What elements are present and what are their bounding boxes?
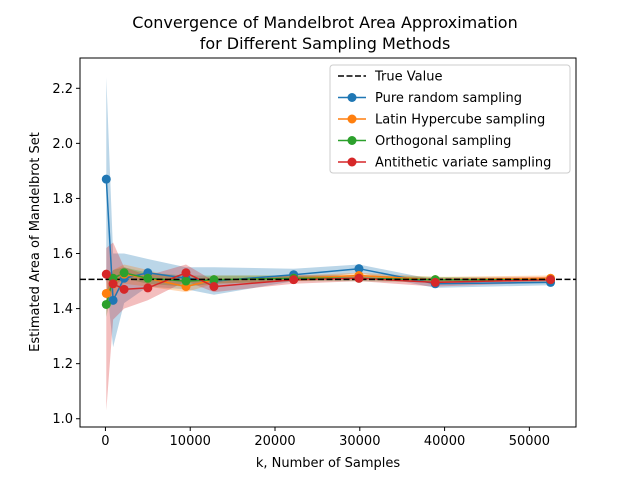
point-series-3-3 [143, 283, 153, 293]
series-markers [101, 174, 556, 309]
x-tick-label-4: 40000 [424, 434, 465, 449]
point-series-2-3 [143, 273, 153, 283]
legend-marker-1 [347, 93, 357, 102]
point-series-3-4 [181, 268, 191, 278]
point-series-3-0 [101, 269, 111, 279]
point-series-3-5 [209, 282, 219, 292]
legend-marker-3 [347, 136, 357, 145]
legend-label-1: Pure random sampling [375, 91, 522, 106]
point-series-3-6 [289, 275, 299, 285]
point-series-3-1 [108, 279, 118, 289]
point-series-2-2 [119, 268, 129, 278]
y-tick-label-2: 1.4 [52, 302, 73, 317]
point-series-3-2 [119, 284, 129, 294]
point-series-3-8 [430, 277, 440, 287]
band-series-1 [106, 264, 551, 309]
y-tick-label-5: 2.0 [52, 137, 73, 152]
y-tick-label-1: 1.2 [52, 357, 73, 372]
x-tick-label-3: 30000 [339, 434, 380, 449]
point-series-3-9 [546, 275, 556, 285]
point-series-2-4 [181, 276, 191, 286]
point-series-2-0 [101, 299, 111, 309]
x-tick-label-0: 0 [101, 434, 109, 449]
legend-box [329, 64, 571, 174]
y-tick-label-0: 1.0 [52, 412, 73, 427]
legend-label-0: True Value [374, 70, 442, 85]
y-tick-label-3: 1.6 [52, 247, 73, 262]
point-series-3-7 [354, 273, 364, 283]
point-series-1-0 [101, 288, 111, 298]
y-tick-label-6: 2.2 [52, 82, 73, 97]
point-series-0-1 [108, 295, 118, 305]
chart-title-line-1: Convergence of Mandelbrot Area Approxima… [132, 13, 517, 32]
y-tick-label-4: 1.8 [52, 192, 73, 207]
x-tick-label-2: 20000 [254, 434, 295, 449]
axes: 0 10000 20000 30000 40000 50000 1.0 1.2 1.4 1.6 1.… [52, 57, 577, 449]
legend: True Value Pure random sampling Latin Hype… [329, 64, 571, 174]
point-series-0-7 [354, 264, 364, 274]
x-axis-label: k, Number of Samples [256, 456, 401, 471]
plot-frame [79, 57, 577, 428]
legend-label-4: Antithetic variate sampling [375, 156, 551, 171]
x-tick-label-5: 50000 [509, 434, 550, 449]
point-series-0-0 [101, 174, 111, 184]
legend-marker-2 [347, 114, 357, 124]
legend-label-3: Orthogonal sampling [375, 134, 511, 149]
x-tick-label-1: 10000 [170, 434, 211, 449]
legend-marker-4 [347, 157, 357, 167]
point-series-2-5 [209, 275, 219, 285]
chart-title-line-2: for Different Sampling Methods [200, 34, 451, 53]
y-axis-label: Estimated Area of Mandelbrot Set [28, 132, 43, 352]
legend-label-2: Latin Hypercube sampling [375, 113, 545, 128]
